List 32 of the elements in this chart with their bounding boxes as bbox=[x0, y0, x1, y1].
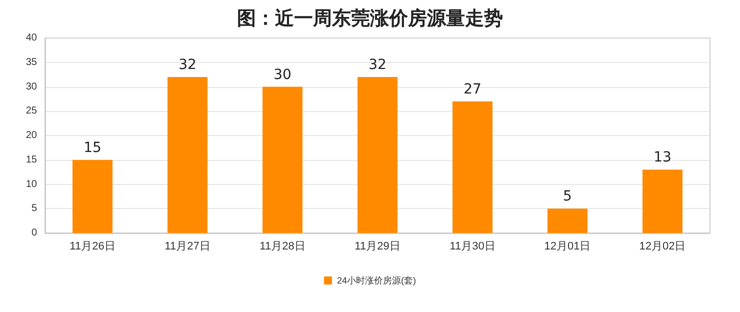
bar bbox=[642, 170, 682, 233]
data-label: 30 bbox=[274, 66, 292, 83]
y-tick-label: 35 bbox=[26, 56, 38, 68]
chart-title: 图：近一周东莞涨价房源量走势 bbox=[237, 8, 503, 30]
data-label: 5 bbox=[563, 188, 572, 205]
y-tick-label: 30 bbox=[26, 81, 38, 92]
bar bbox=[168, 77, 208, 233]
bar bbox=[262, 86, 302, 233]
y-tick-label: 20 bbox=[26, 130, 38, 141]
y-tick-label: 10 bbox=[26, 178, 38, 190]
data-label: 13 bbox=[654, 150, 672, 166]
x-tick-label: 11月27日 bbox=[164, 240, 210, 252]
x-tick-label: 11月26日 bbox=[70, 240, 116, 252]
y-tick-label: 0 bbox=[31, 228, 38, 238]
x-tick-label: 11月30日 bbox=[450, 240, 496, 252]
y-tick-label: 25 bbox=[26, 106, 38, 117]
bar bbox=[548, 208, 588, 233]
y-tick-label: 15 bbox=[26, 154, 38, 166]
bar bbox=[452, 101, 492, 233]
data-label: 32 bbox=[368, 57, 386, 73]
data-label: 27 bbox=[464, 81, 482, 98]
y-tick-label: 40 bbox=[26, 32, 38, 44]
y-tick-label: 5 bbox=[31, 203, 38, 214]
bar bbox=[358, 77, 398, 233]
legend-label: 24小时涨价房源(套) bbox=[337, 276, 416, 286]
bar bbox=[72, 160, 112, 233]
data-label: 32 bbox=[178, 57, 196, 73]
x-tick-label: 12月02日 bbox=[639, 240, 686, 252]
x-tick-label: 12月01日 bbox=[544, 240, 591, 252]
x-tick-label: 11月28日 bbox=[260, 240, 306, 252]
x-tick-label: 11月29日 bbox=[354, 240, 400, 252]
data-label: 15 bbox=[84, 140, 102, 156]
